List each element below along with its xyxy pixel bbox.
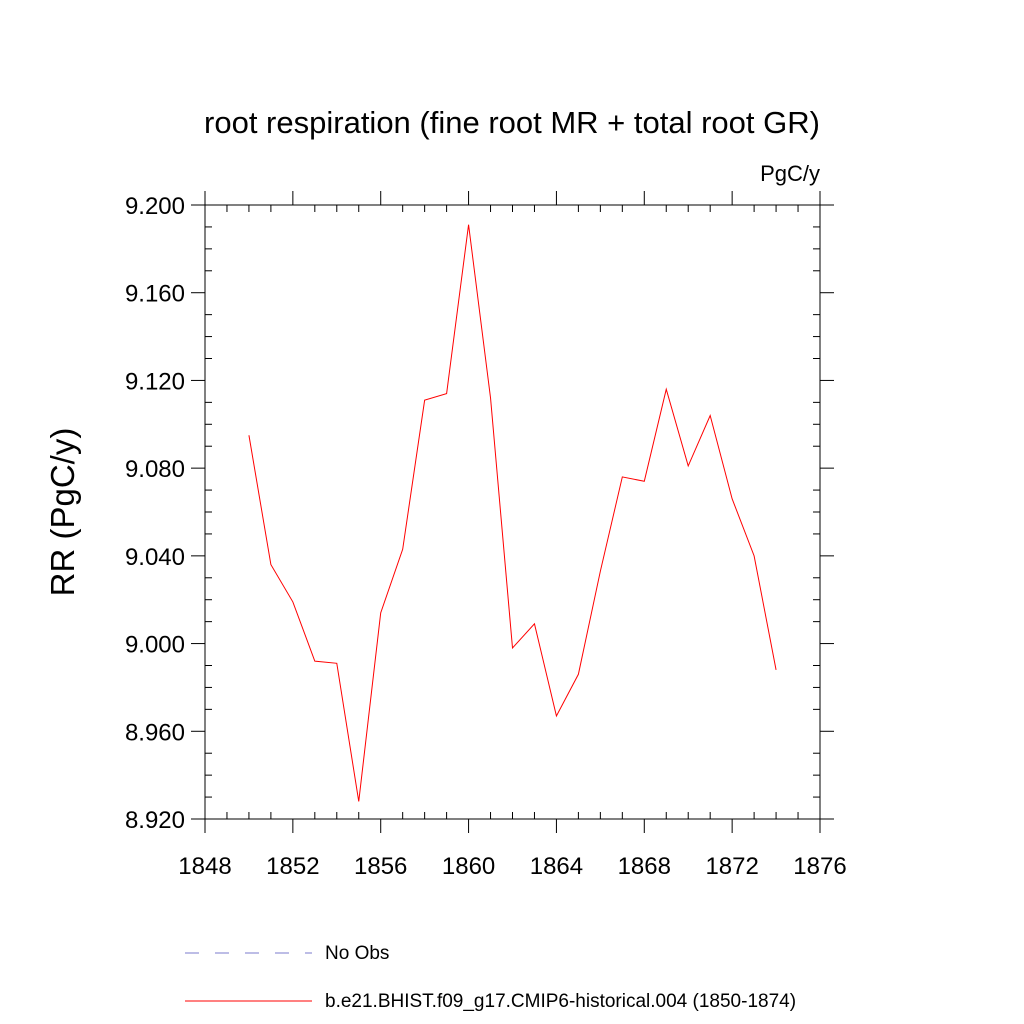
- y-tick-label: 9.080: [125, 456, 185, 483]
- plot-area: 1848 1852 1856 1860 1864 1868 1872 1876 8.920 8.9…: [125, 191, 847, 880]
- y-tick-label: 8.960: [125, 719, 185, 746]
- series-line-0: [248, 224, 777, 802]
- x-tick-label: 1876: [793, 853, 846, 880]
- legend: No Obs b.e21.BHIST.f09_g17.CMIP6-histori…: [185, 943, 796, 1012]
- x-tick-label: 1852: [266, 853, 319, 880]
- y-tick-label: 9.200: [125, 193, 185, 220]
- x-tick-label: 1848: [178, 853, 231, 880]
- chart-title: root respiration (fine root MR + total r…: [204, 105, 820, 140]
- x-tick-label: 1864: [530, 853, 583, 880]
- y-tick-label: 9.120: [125, 368, 185, 395]
- x-tick-label: 1868: [618, 853, 671, 880]
- plot-frame: [204, 204, 821, 820]
- y-axis-label: RR (PgC/y): [44, 428, 81, 597]
- legend-label-historical: b.e21.BHIST.f09_g17.CMIP6-historical.004…: [325, 991, 796, 1012]
- x-tick-label: 1860: [442, 853, 495, 880]
- x-tick-label: 1856: [354, 853, 407, 880]
- y-tick-label: 9.160: [125, 281, 185, 308]
- y-tick-label: 9.000: [125, 632, 185, 659]
- legend-label-no-obs: No Obs: [325, 943, 389, 964]
- x-tick-label: 1872: [705, 853, 758, 880]
- units-label: PgC/y: [760, 161, 820, 186]
- y-tick-label: 8.920: [125, 807, 185, 834]
- y-tick-label: 9.040: [125, 544, 185, 571]
